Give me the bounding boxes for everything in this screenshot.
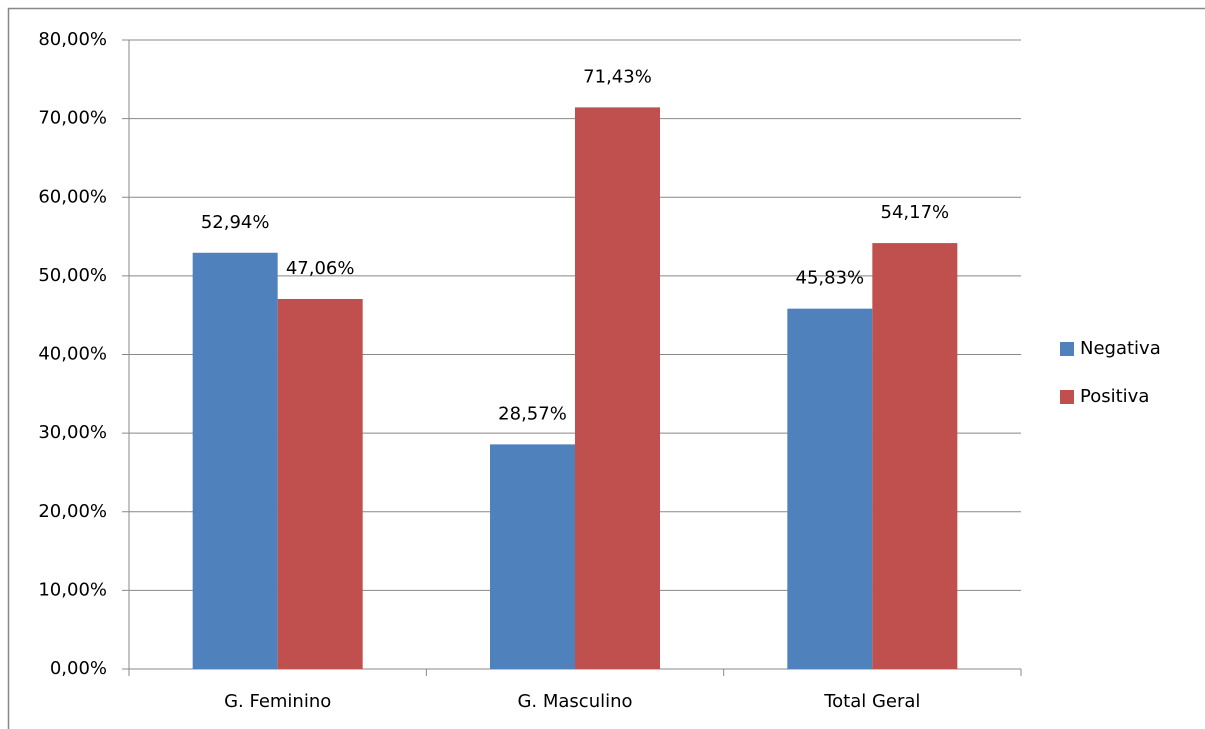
y-tick-label: 70,00% [38, 108, 107, 129]
bar [575, 107, 660, 670]
x-tick-label: Total Geral [823, 691, 920, 712]
value-label: 47,06% [286, 258, 355, 279]
x-tick-label: G. Masculino [517, 691, 632, 712]
y-tick-label: 10,00% [38, 579, 107, 600]
chart-border [7, 7, 1205, 729]
bar [787, 308, 873, 669]
y-tick-label: 30,00% [38, 422, 107, 443]
y-tick-label: 60,00% [38, 186, 107, 207]
bar [277, 298, 363, 669]
value-label: 71,43% [583, 66, 652, 87]
x-tick-label: G. Feminino [224, 691, 331, 712]
legend-label: Negativa [1080, 338, 1161, 359]
value-label: 28,57% [498, 403, 567, 424]
bar [872, 243, 958, 669]
y-tick-label: 50,00% [38, 265, 107, 286]
legend-swatch [1060, 390, 1074, 404]
value-label: 45,83% [796, 268, 865, 289]
y-tick-label: 80,00% [38, 29, 107, 50]
y-tick-label: 40,00% [38, 344, 107, 365]
legend-label: Positiva [1080, 386, 1149, 407]
bar [490, 444, 575, 669]
value-label: 52,94% [201, 212, 270, 233]
legend-swatch [1060, 342, 1074, 356]
value-label: 54,17% [881, 202, 950, 223]
y-tick-label: 0,00% [50, 658, 107, 679]
y-tick-label: 20,00% [38, 501, 107, 522]
bar [192, 252, 278, 669]
